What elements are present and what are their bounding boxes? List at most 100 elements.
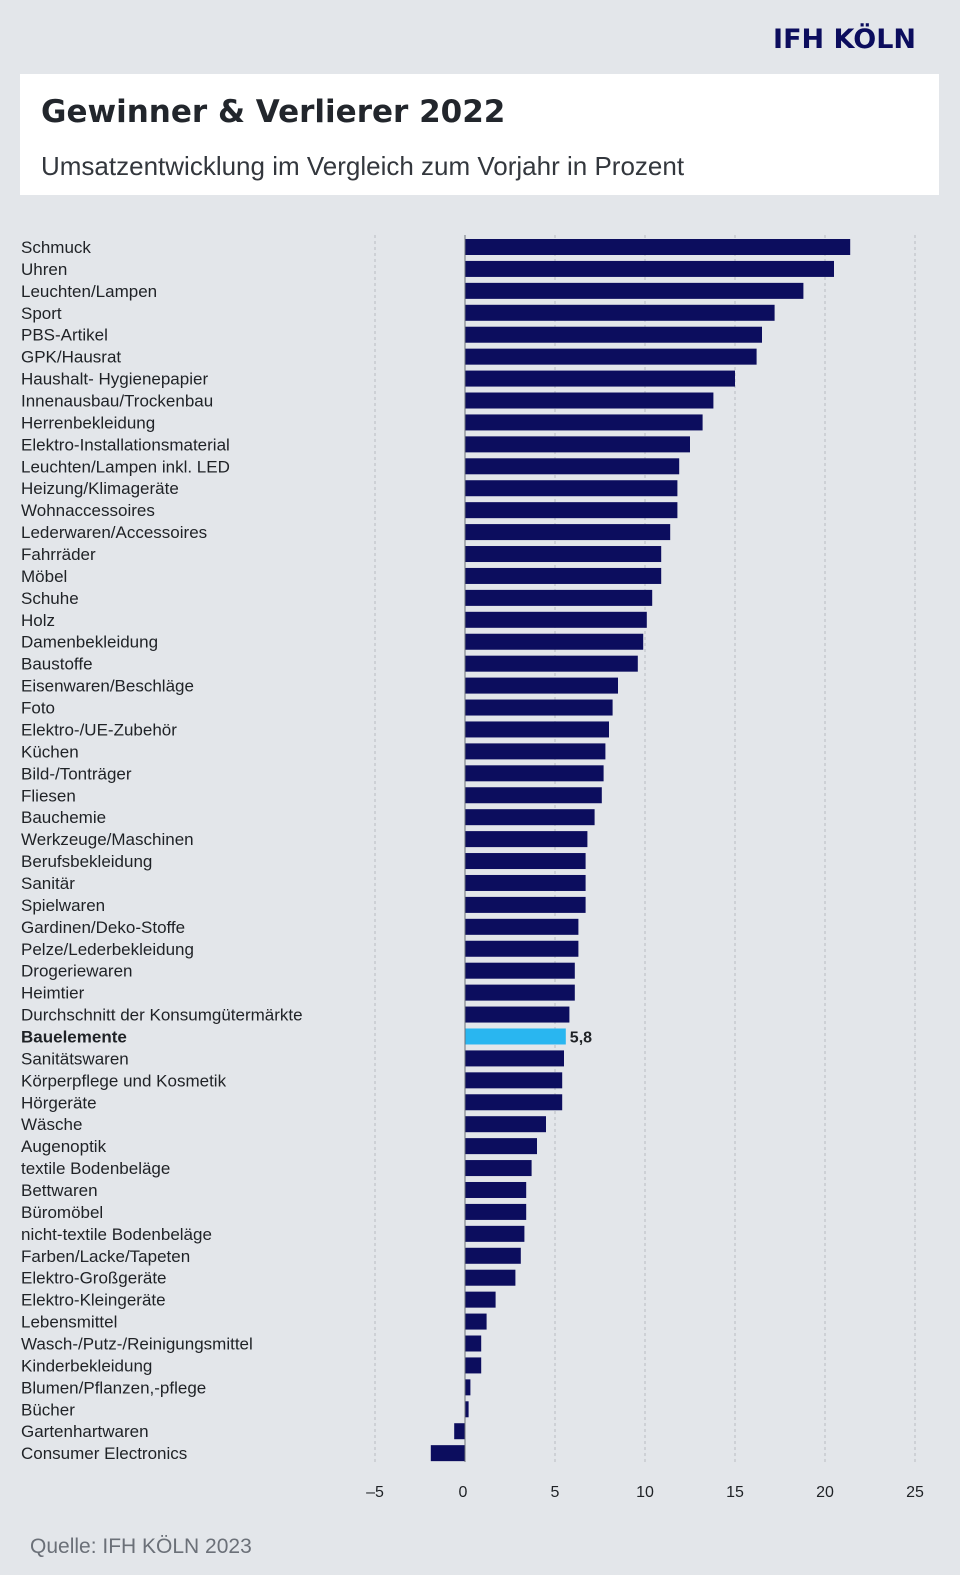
bar xyxy=(465,1313,487,1330)
category-label: Hörgeräte xyxy=(21,1093,97,1112)
x-tick-label: 15 xyxy=(726,1484,744,1501)
category-label: Consumer Electronics xyxy=(21,1444,187,1463)
bar xyxy=(465,1181,527,1198)
bar xyxy=(454,1423,465,1440)
source-note: Quelle: IFH KÖLN 2023 xyxy=(30,1535,252,1558)
category-label: Wäsche xyxy=(21,1115,82,1134)
category-label: Wohnaccessoires xyxy=(21,501,155,520)
category-label: Lebensmittel xyxy=(21,1313,117,1332)
category-label: Schuhe xyxy=(21,589,79,608)
bar xyxy=(465,1138,537,1155)
bar xyxy=(465,239,851,255)
category-label-average: Bauelemente xyxy=(21,1027,127,1046)
category-label: Sanitär xyxy=(21,874,75,893)
bar xyxy=(465,611,647,628)
bar xyxy=(465,1072,563,1089)
bar xyxy=(465,831,588,848)
bar xyxy=(465,589,653,606)
category-label: Lederwaren/Accessoires xyxy=(21,523,207,542)
category-label: Elektro-Großgeräte xyxy=(21,1269,167,1288)
x-tick-label: 25 xyxy=(906,1484,924,1501)
bar xyxy=(465,1291,496,1308)
category-label: nicht-textile Bodenbeläge xyxy=(21,1225,212,1244)
category-label: Blumen/Pflanzen,-pflege xyxy=(21,1378,206,1397)
category-label: Fahrräder xyxy=(21,545,96,564)
x-tick-label: 10 xyxy=(636,1484,654,1501)
category-label: Wasch-/Putz-/Reinigungsmittel xyxy=(21,1335,253,1354)
bar xyxy=(465,765,604,782)
bar xyxy=(465,809,595,826)
bar xyxy=(465,962,575,979)
brand-logo: IFH KÖLN xyxy=(773,24,916,55)
bar xyxy=(465,480,678,497)
category-label: Elektro-Kleingeräte xyxy=(21,1291,166,1310)
category-label: Herrenbekleidung xyxy=(21,413,155,432)
category-label: PBS-Artikel xyxy=(21,326,108,345)
category-label: textile Bodenbeläge xyxy=(21,1159,170,1178)
bar xyxy=(465,984,575,1001)
bar xyxy=(465,1335,482,1352)
bar xyxy=(465,567,662,584)
category-label: Farben/Lacke/Tapeten xyxy=(21,1247,190,1266)
category-label: Baustoffe xyxy=(21,655,93,674)
category-label: Pelze/Lederbekleidung xyxy=(21,940,194,959)
category-label: Elektro-/UE-Zubehör xyxy=(21,720,177,739)
bar xyxy=(465,918,579,935)
category-label: Gardinen/Deko-Stoffe xyxy=(21,918,185,937)
x-tick-label: 5 xyxy=(551,1484,560,1501)
bar xyxy=(465,699,613,716)
title-card: Gewinner & Verlierer 2022 Umsatzentwickl… xyxy=(20,74,939,195)
bar xyxy=(465,874,586,891)
category-label: Büromöbel xyxy=(21,1203,103,1222)
chart-title: Gewinner & Verlierer 2022 xyxy=(41,94,506,130)
bar xyxy=(465,458,680,475)
category-label: Bücher xyxy=(21,1400,75,1419)
category-label: Bild-/Tonträger xyxy=(21,764,132,783)
data-label: 5,8 xyxy=(570,1029,592,1046)
bar xyxy=(465,1379,471,1396)
category-label: Drogeriewaren xyxy=(21,962,133,981)
category-label: Uhren xyxy=(21,260,67,279)
chart-subtitle: Umsatzentwicklung im Vergleich zum Vorja… xyxy=(41,151,685,181)
category-label: Bettwaren xyxy=(21,1181,98,1200)
category-label: Möbel xyxy=(21,567,67,586)
category-label: Heimtier xyxy=(21,984,85,1003)
category-label: Innenausbau/Trockenbau xyxy=(21,392,213,411)
average-bar xyxy=(465,1028,566,1045)
bar xyxy=(465,1203,527,1220)
bar xyxy=(465,655,638,672)
bar xyxy=(465,940,579,957)
bar xyxy=(465,787,602,804)
category-label: Fliesen xyxy=(21,786,76,805)
bar xyxy=(465,524,671,541)
category-label: Holz xyxy=(21,611,55,630)
bar xyxy=(465,348,757,365)
bar xyxy=(465,370,735,387)
x-tick-label: 20 xyxy=(816,1484,834,1501)
category-label: Gartenhartwaren xyxy=(21,1422,149,1441)
category-label: Schmuck xyxy=(21,238,91,257)
category-label: Haushalt- Hygienepapier xyxy=(21,370,208,389)
bar xyxy=(465,1225,525,1242)
bar xyxy=(465,436,690,453)
category-label: Küchen xyxy=(21,742,79,761)
category-label: Werkzeuge/Maschinen xyxy=(21,830,194,849)
bar xyxy=(465,721,609,738)
bar xyxy=(465,1269,516,1286)
bar xyxy=(465,502,678,519)
bar xyxy=(465,1247,521,1264)
bar xyxy=(465,546,662,563)
category-label: Elektro-Installationsmaterial xyxy=(21,435,230,454)
bar xyxy=(465,1116,546,1133)
category-label: Bauchemie xyxy=(21,808,106,827)
bar xyxy=(465,1160,532,1177)
bar xyxy=(465,1050,564,1067)
category-label: Durchschnitt der Konsumgütermärkte xyxy=(21,1006,303,1025)
bar xyxy=(465,392,714,409)
category-label: Foto xyxy=(21,699,55,718)
category-label: Berufsbekleidung xyxy=(21,852,152,871)
category-label: Eisenwaren/Beschläge xyxy=(21,677,194,696)
category-label: Körperpflege und Kosmetik xyxy=(21,1071,227,1090)
category-label: Damenbekleidung xyxy=(21,633,158,652)
